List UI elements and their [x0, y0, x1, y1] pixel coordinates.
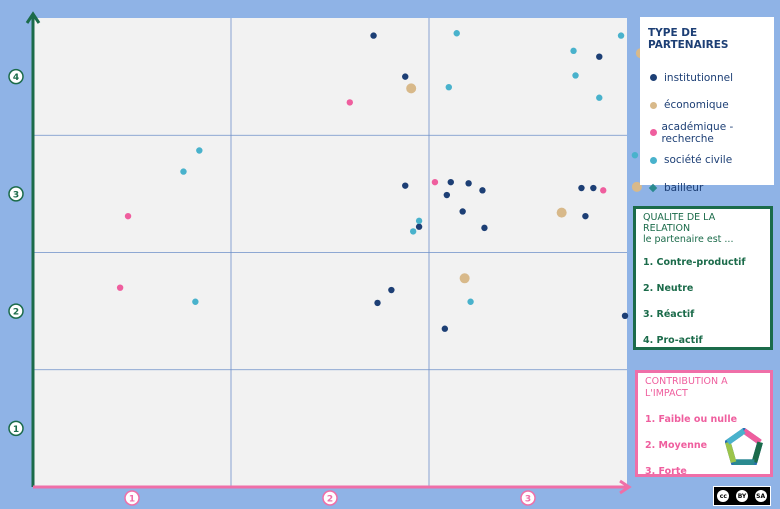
data-point	[441, 325, 449, 332]
data-point	[402, 73, 409, 80]
x-tick-label: 3	[525, 495, 531, 505]
data-point	[582, 212, 589, 220]
y-axis-arrow-icon	[25, 11, 41, 24]
data-point	[453, 30, 460, 37]
data-point	[596, 53, 603, 60]
data-point	[402, 182, 409, 189]
impact-contribution-legend: CONTRIBUTION A L'IMPACT 1. Faible ou nul…	[635, 370, 773, 477]
data-point	[465, 180, 472, 187]
legend-item-economique: économique	[648, 92, 766, 120]
data-point	[415, 217, 423, 225]
partner-type-legend-title: TYPE DE PARTENAIRES	[648, 27, 729, 51]
data-point	[431, 178, 439, 186]
data-point	[447, 178, 454, 186]
quality-item: 1. Contre-productif	[643, 257, 746, 268]
x-tick-label: 1	[129, 495, 135, 505]
data-point	[467, 298, 474, 305]
cc-icon: cc	[717, 490, 730, 502]
y-tick-badge	[8, 420, 24, 437]
legend-item-institutionnel: institutionnel	[648, 64, 766, 92]
data-point	[409, 228, 417, 235]
y-tick-badge	[8, 186, 24, 202]
relation-quality-legend: QUALITE DE LA RELATION le partenaire est…	[633, 206, 773, 350]
data-point	[180, 168, 187, 175]
legend-label: académique - recherche	[661, 120, 734, 145]
data-point	[388, 286, 395, 294]
data-point	[459, 208, 466, 215]
data-point	[590, 184, 597, 192]
data-point	[631, 151, 639, 159]
legend-item-bailleur: bailleur	[648, 174, 766, 202]
y-tick-badge	[8, 68, 24, 85]
sa-icon: SA	[754, 490, 767, 502]
data-point	[443, 191, 451, 199]
y-tick-badge	[8, 303, 24, 319]
legend-label: économique	[664, 99, 729, 112]
legend-marker-institutionnel	[650, 74, 657, 82]
data-point	[374, 299, 381, 307]
data-point	[116, 284, 124, 291]
data-point	[621, 312, 629, 320]
legend-item-academique: académique - recherche	[648, 119, 766, 147]
legend-marker-economique	[650, 101, 657, 109]
x-tick-badge	[520, 490, 536, 506]
pentagon-logo-icon	[725, 428, 763, 466]
data-point	[196, 147, 203, 154]
quality-item: 3. Réactif	[643, 309, 695, 320]
data-point	[578, 184, 585, 192]
impact-item: 2. Moyenne	[645, 440, 708, 451]
impact-item: 1. Faible ou nulle	[645, 414, 738, 425]
legend-marker-societe-civile	[650, 156, 657, 164]
y-tick-label: 3	[13, 190, 19, 200]
data-point	[631, 181, 642, 192]
data-point	[346, 99, 353, 106]
data-point	[459, 273, 470, 284]
legend-marker-academique	[650, 129, 657, 137]
data-point	[406, 83, 417, 94]
x-tick-badge	[124, 490, 140, 506]
legend-item-societe-civile: société civile	[648, 147, 766, 175]
data-point	[570, 47, 577, 55]
relation-quality-subtitle: le partenaire est ...	[643, 234, 734, 245]
data-point	[556, 207, 567, 218]
data-point	[192, 298, 199, 305]
impact-item: 3. Forte	[645, 466, 687, 477]
data-point	[572, 72, 579, 79]
data-point	[596, 94, 603, 101]
legend-label: société civile	[664, 154, 733, 167]
data-point	[617, 32, 625, 39]
data-point	[415, 223, 423, 230]
data-point	[481, 224, 488, 232]
legend-label: bailleur	[664, 181, 704, 194]
legend-label: institutionnel	[664, 71, 733, 84]
quality-item: 2. Neutre	[643, 283, 694, 294]
data-point	[124, 212, 132, 220]
cc-license-badge: cc BY SA	[713, 486, 771, 506]
data-point	[370, 32, 377, 39]
partner-type-legend: TYPE DE PARTENAIRES institutionnel écono…	[640, 17, 774, 194]
impact-contribution-title: CONTRIBUTION A L'IMPACT	[645, 376, 728, 399]
data-point	[600, 187, 607, 194]
quality-item: 4. Pro-actif	[643, 335, 703, 346]
x-tick-label: 2	[327, 495, 333, 505]
y-tick-label: 1	[13, 425, 19, 435]
y-tick-label: 2	[13, 308, 19, 318]
x-axis-arrow-icon	[619, 479, 632, 495]
y-tick-label: 4	[13, 73, 19, 83]
x-tick-badge	[322, 490, 338, 506]
relation-quality-title: QUALITE DE LA RELATION	[643, 212, 716, 234]
data-point	[479, 187, 486, 194]
data-point	[445, 83, 452, 91]
legend-marker-bailleur	[648, 183, 658, 192]
by-icon: BY	[735, 490, 748, 502]
